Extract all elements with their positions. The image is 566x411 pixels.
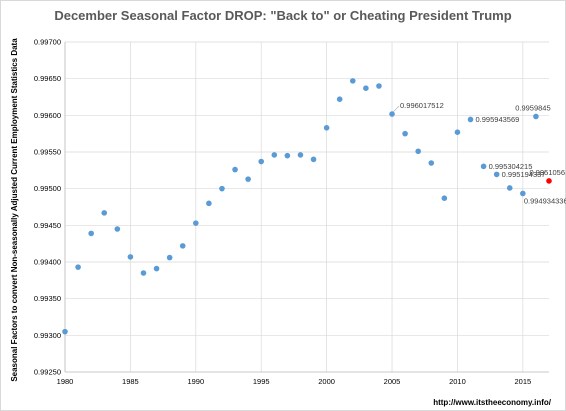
data-point-highlight	[546, 178, 552, 184]
data-point	[533, 113, 539, 120]
axes	[64, 42, 549, 373]
x-tick-label: 1995	[253, 377, 270, 386]
data-point	[232, 166, 238, 173]
data-point	[506, 185, 513, 191]
data-point	[101, 210, 108, 216]
data-point	[219, 185, 225, 192]
annotation-leaders	[392, 105, 400, 113]
data-point	[441, 195, 448, 201]
data-point	[114, 226, 121, 232]
x-tick-label: 2000	[318, 377, 335, 386]
data-point	[75, 264, 81, 270]
chart-title: December Seasonal Factor DROP: "Back to"…	[54, 8, 511, 23]
tick-labels: 0.99250 0.99300 0.99350 0.99400 0.99450 0.995…	[34, 38, 531, 387]
data-point	[179, 243, 186, 249]
data-label: 0.995194337	[502, 170, 546, 179]
data-point	[336, 96, 343, 102]
data-point	[415, 148, 421, 155]
data-point	[402, 130, 408, 137]
y-tick-label: 0.99350	[34, 294, 61, 303]
x-tick-label: 2015	[514, 377, 531, 386]
data-point	[245, 176, 251, 182]
data-label: 0.994934336	[524, 196, 566, 205]
data-point	[271, 152, 278, 158]
data-point	[284, 152, 291, 159]
x-tick-label: 1990	[187, 377, 204, 386]
x-tick-label: 1985	[122, 377, 139, 386]
data-point	[258, 158, 265, 165]
data-point	[480, 163, 487, 170]
data-point	[376, 83, 382, 89]
x-tick-label: 2005	[384, 377, 401, 386]
x-tick-label: 1980	[57, 377, 74, 386]
y-tick-label: 0.99500	[34, 184, 61, 193]
data-label: 0.9959845	[515, 103, 550, 112]
data-point	[62, 328, 68, 335]
y-tick-label: 0.99600	[34, 111, 61, 120]
data-label: 0.995304215	[489, 162, 533, 171]
y-tick-label: 0.99400	[34, 258, 61, 267]
data-point	[88, 230, 94, 237]
data-point	[428, 160, 435, 166]
data-point	[127, 254, 134, 260]
y-tick-label: 0.99550	[34, 148, 61, 157]
x-tick-label: 2010	[449, 377, 466, 386]
source-url: http://www.itstheeconomy.info/	[433, 398, 552, 407]
data-point	[166, 254, 173, 261]
data-point	[153, 265, 160, 272]
gridlines	[64, 41, 549, 373]
data-point	[493, 171, 500, 178]
data-point	[520, 190, 526, 197]
data-point	[297, 152, 304, 158]
data-point	[349, 78, 356, 84]
data-point	[193, 220, 199, 226]
data-point	[454, 129, 461, 135]
data-label: 0.995943569	[476, 115, 520, 124]
data-point	[467, 116, 474, 123]
data-labels: 0.996017512 0.995943569 0.9959845 0.9953042…	[400, 101, 566, 205]
y-tick-label: 0.99450	[34, 221, 61, 230]
y-tick-label: 0.99700	[34, 38, 61, 47]
data-point	[363, 85, 369, 91]
data-point	[310, 156, 317, 163]
y-tick-label: 0.99300	[34, 331, 61, 340]
annotation-leader	[392, 105, 400, 113]
y-axis-title: Seasonal Factors to convert Non-seasonal…	[10, 38, 19, 382]
data-point	[323, 125, 330, 131]
data-points	[62, 78, 552, 335]
data-point	[140, 270, 147, 276]
data-label: 0.996017512	[400, 101, 444, 110]
y-tick-label: 0.99250	[34, 368, 61, 377]
y-tick-label: 0.99650	[34, 74, 61, 83]
data-point	[206, 200, 212, 207]
data-point	[389, 111, 395, 117]
data-label: 0.9951056	[530, 168, 565, 177]
